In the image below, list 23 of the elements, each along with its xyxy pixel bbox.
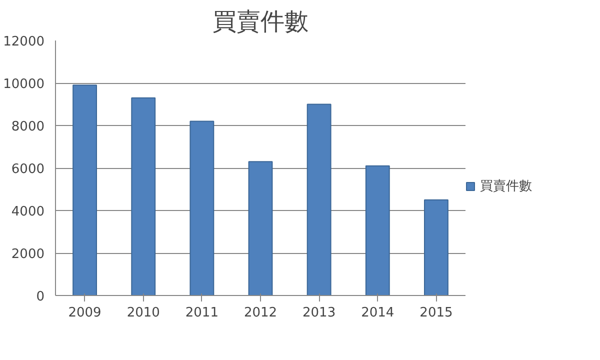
x-tick-label: 2010 xyxy=(126,306,160,320)
x-tick-label: 2014 xyxy=(361,306,394,320)
y-tick-label: 8000 xyxy=(11,120,45,134)
x-tick-label: 2009 xyxy=(68,306,102,320)
y-tick-label: 12000 xyxy=(3,34,45,50)
bar xyxy=(306,104,332,296)
y-tick-label: 0 xyxy=(36,290,45,304)
x-tick-label: 2011 xyxy=(185,306,218,320)
y-tick-label: 6000 xyxy=(11,162,45,177)
x-tick-label: 2012 xyxy=(244,306,278,320)
x-tick-label: 2015 xyxy=(420,306,453,320)
y-tick-label: 4000 xyxy=(11,204,45,220)
chart-title: 買賣件數 xyxy=(212,8,308,36)
bar xyxy=(248,161,273,296)
bar xyxy=(365,165,390,296)
legend-label: 買賣件數 xyxy=(480,178,532,195)
bar xyxy=(424,199,448,296)
y-tick-label: 2000 xyxy=(11,247,45,262)
x-tick-label: 2013 xyxy=(302,306,336,320)
y-tick-label: 10000 xyxy=(3,77,45,92)
bar xyxy=(72,84,97,296)
bar xyxy=(190,120,214,296)
bar xyxy=(131,97,156,296)
